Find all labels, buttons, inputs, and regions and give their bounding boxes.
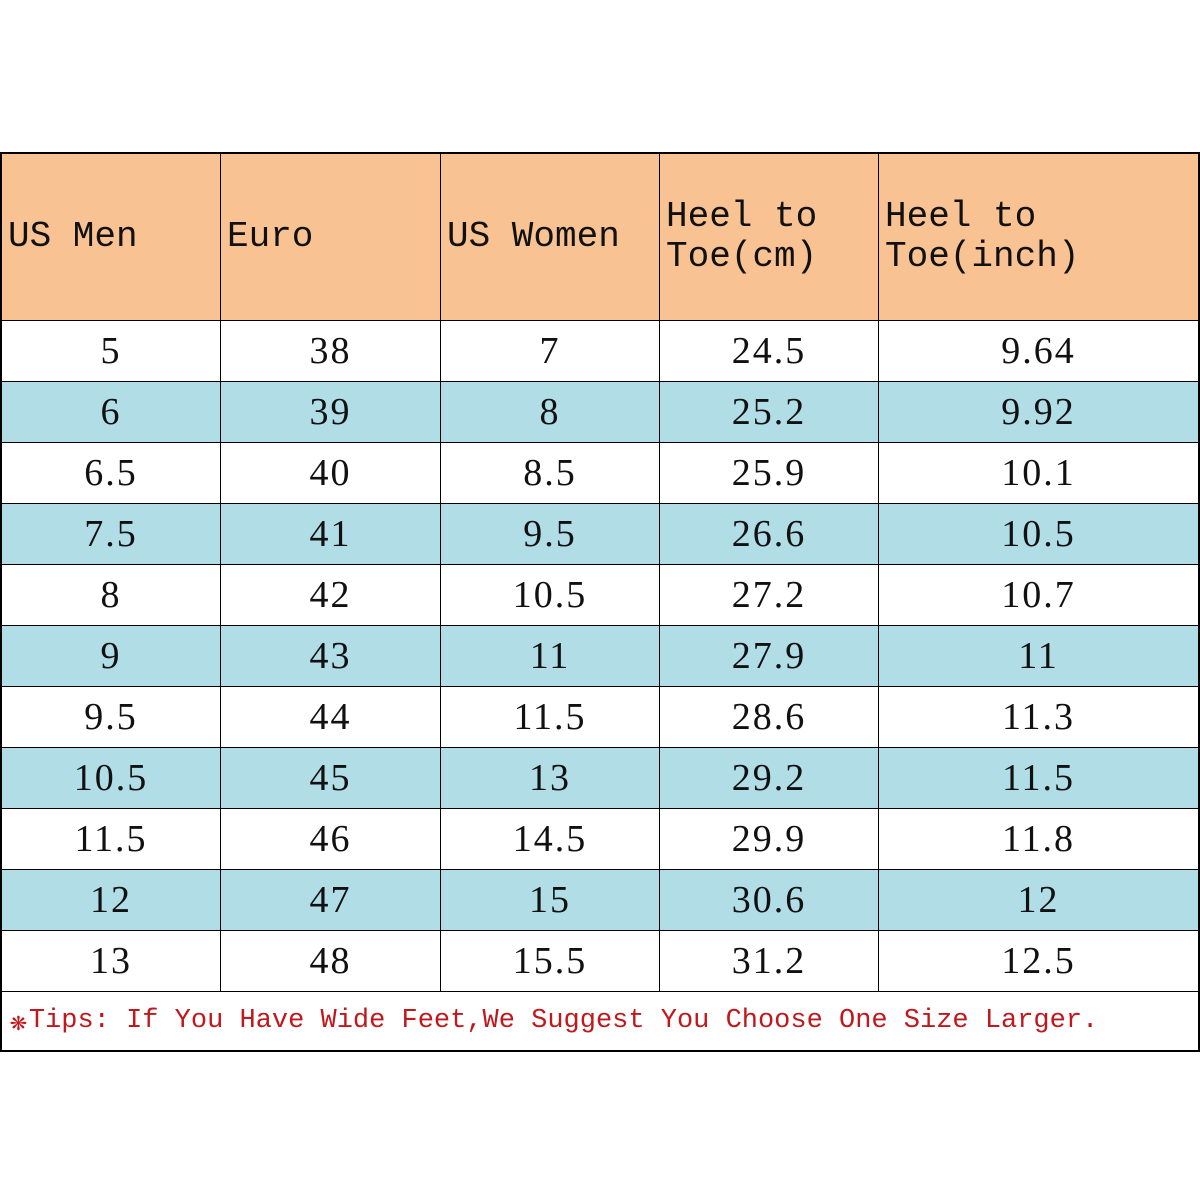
header-row: US Men Euro US Women Heel to Toe(cm) Heel to… [2,154,1198,321]
table-cell: 9 [2,626,221,686]
table-cell: 13 [441,748,660,808]
table-cell: 10.5 [2,748,221,808]
tip-text: Tips: If You Have Wide Feet,We Suggest Y… [28,1006,1099,1036]
table-cell: 46 [221,809,441,869]
table-cell: 12 [2,870,221,930]
table-cell: 11 [1018,635,1059,677]
table-row: 9.5 44 11.5 28.6 11.3 [2,687,1198,748]
table-cell: 44 [221,687,441,747]
table-cell: 28.6 [660,687,879,747]
table-cell: 43 [221,626,441,686]
table-row: 11.5 46 14.5 29.9 11.8 [2,809,1198,870]
table-cell: 48 [221,931,441,991]
table-cell: 10.1 [1001,452,1076,494]
table-cell: 30.6 [660,870,879,930]
table-cell: 9.64 [1001,330,1076,372]
table-cell: 10.5 [1001,513,1076,555]
header-cell: Euro [221,154,441,320]
table-cell: 45 [221,748,441,808]
table-cell: 26.6 [660,504,879,564]
table-row: 6 39 8 25.2 9.92 [2,382,1198,443]
table-cell: 7 [441,321,660,381]
table-cell: 12.5 [1001,940,1076,982]
table-cell: 11 [441,626,660,686]
table-cell: 11.5 [2,809,221,869]
table-cell: 15.5 [441,931,660,991]
table-cell: 14.5 [441,809,660,869]
table-cell: 8.5 [441,443,660,503]
table-cell: 15 [441,870,660,930]
table-cell: 9.5 [2,687,221,747]
table-cell: 42 [221,565,441,625]
table-cell: 10.5 [441,565,660,625]
table-cell: 12 [1017,879,1060,921]
table-cell: 13 [2,931,221,991]
header-cell: Heel to Toe(cm) [660,154,879,320]
table-cell: 29.9 [660,809,879,869]
table-row: 8 42 10.5 27.2 10.7 [2,565,1198,626]
table-cell: 6.5 [2,443,221,503]
table-cell: 9.5 [441,504,660,564]
table-cell: 8 [441,382,660,442]
table-cell: 7.5 [2,504,221,564]
table-cell: 41 [221,504,441,564]
table-row: 13 48 15.5 31.2 12.5 [2,931,1198,992]
table-cell: 11.5 [441,687,660,747]
size-table: US Men Euro US Women Heel to Toe(cm) Heel to… [0,152,1200,1052]
table-cell: 25.2 [660,382,879,442]
table-cell: 47 [221,870,441,930]
header-cell: Heel to Toe(inch) [885,196,1080,277]
table-row: 6.5 40 8.5 25.9 10.1 [2,443,1198,504]
table-cell: 11.8 [1001,818,1076,860]
table-cell: 24.5 [660,321,879,381]
table-cell: 9.92 [1001,391,1076,433]
table-cell: 5 [2,321,221,381]
table-cell: 11.3 [1001,696,1076,738]
table-cell: 39 [221,382,441,442]
table-cell: 6 [2,382,221,442]
table-cell: 29.2 [660,748,879,808]
table-row: 5 38 7 24.5 9.64 [2,321,1198,382]
table-row: 10.5 45 13 29.2 11.5 [2,748,1198,809]
table-cell: 31.2 [660,931,879,991]
header-cell: US Men [2,154,221,320]
tip-row: ❋ Tips: If You Have Wide Feet,We Suggest … [2,992,1198,1050]
table-cell: 27.2 [660,565,879,625]
table-cell: 25.9 [660,443,879,503]
table-cell: 10.7 [1001,574,1076,616]
table-row: 7.5 41 9.5 26.6 10.5 [2,504,1198,565]
tip-icon: ❋ [10,1007,27,1039]
table-cell: 27.9 [660,626,879,686]
header-cell: US Women [441,154,660,320]
table-cell: 38 [221,321,441,381]
table-row: 12 47 15 30.6 12 [2,870,1198,931]
table-row: 9 43 11 27.9 11 [2,626,1198,687]
table-cell: 8 [2,565,221,625]
table-cell: 11.5 [1001,757,1076,799]
table-cell: 40 [221,443,441,503]
